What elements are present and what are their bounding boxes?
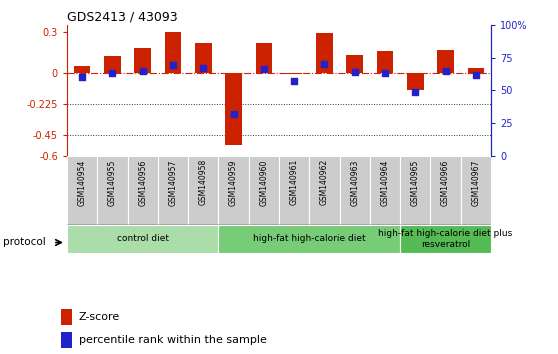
- Bar: [437, 50, 454, 73]
- Text: GSM140962: GSM140962: [320, 159, 329, 205]
- Bar: [309, 156, 340, 225]
- Point: [472, 72, 480, 78]
- Text: GSM140958: GSM140958: [199, 159, 208, 205]
- Point: [320, 61, 329, 67]
- Bar: [128, 156, 158, 225]
- Text: GSM140965: GSM140965: [411, 159, 420, 206]
- Point: [441, 68, 450, 74]
- Bar: [134, 48, 151, 73]
- Bar: [165, 32, 181, 73]
- Text: high-fat high-calorie diet: high-fat high-calorie diet: [253, 234, 365, 244]
- Text: control diet: control diet: [117, 234, 169, 244]
- Bar: [279, 156, 309, 225]
- Bar: [249, 156, 279, 225]
- Point: [411, 89, 420, 95]
- Text: GDS2413 / 43093: GDS2413 / 43093: [67, 11, 177, 24]
- Bar: [400, 225, 491, 252]
- Point: [350, 69, 359, 75]
- Text: GSM140964: GSM140964: [381, 159, 389, 206]
- Bar: [430, 156, 461, 225]
- Text: high-fat high-calorie diet plus
resveratrol: high-fat high-calorie diet plus resverat…: [378, 229, 513, 249]
- Point: [290, 78, 299, 84]
- Text: Z-score: Z-score: [79, 312, 120, 322]
- Text: GSM140963: GSM140963: [350, 159, 359, 206]
- Bar: [468, 68, 484, 73]
- Bar: [188, 156, 218, 225]
- Bar: [407, 73, 424, 90]
- Text: GSM140955: GSM140955: [108, 159, 117, 206]
- Point: [78, 74, 86, 80]
- Text: GSM140956: GSM140956: [138, 159, 147, 206]
- Point: [138, 68, 147, 74]
- Text: GSM140961: GSM140961: [290, 159, 299, 205]
- Point: [199, 65, 208, 71]
- Text: GSM140954: GSM140954: [78, 159, 86, 206]
- Bar: [286, 73, 302, 74]
- Bar: [218, 156, 249, 225]
- Bar: [347, 55, 363, 73]
- Point: [108, 70, 117, 76]
- Text: GSM140957: GSM140957: [169, 159, 177, 206]
- Text: GSM140960: GSM140960: [259, 159, 268, 206]
- Bar: [218, 225, 400, 252]
- Bar: [316, 33, 333, 73]
- Text: GSM140959: GSM140959: [229, 159, 238, 206]
- Bar: [400, 156, 430, 225]
- Bar: [67, 225, 218, 252]
- Bar: [61, 332, 73, 348]
- Text: GSM140967: GSM140967: [472, 159, 480, 206]
- Text: GSM140966: GSM140966: [441, 159, 450, 206]
- Bar: [67, 156, 97, 225]
- Bar: [104, 57, 121, 73]
- Bar: [97, 156, 128, 225]
- Bar: [377, 51, 393, 73]
- Bar: [74, 66, 90, 73]
- Point: [169, 63, 177, 68]
- Bar: [158, 156, 188, 225]
- Bar: [370, 156, 400, 225]
- Text: protocol: protocol: [3, 238, 46, 247]
- Bar: [61, 309, 73, 325]
- Point: [381, 70, 389, 76]
- Bar: [256, 43, 272, 73]
- Bar: [461, 156, 491, 225]
- Bar: [340, 156, 370, 225]
- Point: [229, 111, 238, 117]
- Text: percentile rank within the sample: percentile rank within the sample: [79, 335, 266, 345]
- Bar: [225, 73, 242, 145]
- Point: [259, 67, 268, 72]
- Bar: [195, 43, 211, 73]
